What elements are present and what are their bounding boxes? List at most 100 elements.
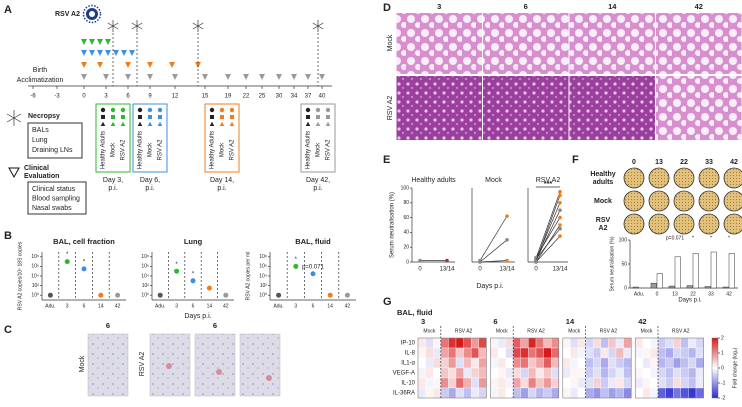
heatmap-cell: [577, 347, 586, 359]
data-point: [558, 226, 562, 231]
heatmap-cell: [505, 357, 514, 369]
heatmap-cell: [528, 387, 537, 399]
heatmap-cell: [528, 337, 537, 349]
heatmap-cell: [455, 347, 464, 359]
heatmap-cell: [665, 337, 674, 349]
group-header: 14: [566, 317, 575, 326]
animal-symbol: [209, 121, 215, 126]
heatmap-cell: [520, 367, 529, 379]
histology-rsv: [483, 76, 569, 140]
y-tick-label: 10⁶: [31, 264, 39, 270]
heatmap-cell: [478, 377, 487, 389]
plate-well: [698, 190, 720, 212]
heatmap-cell: [650, 337, 659, 349]
heatmap-cell: [593, 377, 601, 389]
heatmap-cell: [600, 367, 609, 379]
y-tick-label: 100: [401, 185, 410, 191]
heatmap-cell: [680, 367, 689, 379]
asterisk-symbol: [192, 22, 204, 30]
timepoint-caption: Day 14,: [210, 177, 234, 184]
heatmap-cell: [478, 337, 487, 349]
schedule-marker: [259, 74, 265, 80]
subject-line: [535, 191, 561, 259]
heatmap-cell: [562, 337, 571, 349]
schedule-marker: [319, 74, 325, 80]
bar: [710, 251, 717, 289]
necropsy-box: [27, 122, 83, 159]
schedule-marker: [125, 62, 131, 68]
plate-well: [723, 190, 742, 212]
animal-symbol: [316, 115, 320, 119]
heatmap-cell: [543, 377, 552, 389]
heatmap-cell: [608, 367, 617, 379]
schedule-marker: [147, 74, 153, 80]
heatmap-cell: [695, 377, 704, 389]
asterisk-symbol: [107, 22, 119, 30]
colorbar-tick-label: 1: [721, 350, 724, 356]
data-point: [478, 260, 482, 264]
heatmap-cell: [688, 387, 697, 399]
row-label: IL-8: [405, 351, 416, 357]
group-label: RSV A2: [121, 139, 127, 161]
heatmap-cell: [657, 347, 666, 359]
colorbar-title: Fold change (log₂): [732, 347, 738, 388]
plate-well: [623, 213, 645, 235]
x-axis-label: Days p.i.: [476, 283, 503, 290]
heatmap-cell: [425, 347, 434, 359]
data-point: [98, 292, 104, 298]
x-tick-label: 13/14: [552, 267, 568, 273]
x-tick-label: 3: [175, 303, 178, 309]
column-header: 14: [608, 2, 617, 11]
heatmap-cell: [513, 367, 521, 379]
panel-label: A: [4, 4, 12, 16]
data-point: [157, 292, 163, 298]
animal-symbol: [120, 107, 126, 113]
y-tick-label: 50: [621, 261, 627, 267]
heatmap-cell: [673, 337, 681, 349]
heatmap-cell: [417, 387, 426, 399]
heatmap-cell: [600, 357, 609, 369]
heatmap-cell: [695, 347, 704, 359]
heatmap-cell: [642, 377, 651, 389]
group-box: [204, 103, 240, 173]
heatmap-cell: [551, 347, 559, 359]
annotation: *: [295, 257, 298, 263]
data-point: [47, 292, 53, 298]
heatmap-cell: [673, 367, 681, 379]
heatmap-cell: [543, 357, 552, 369]
heatmap-cell: [680, 377, 689, 389]
data-point: [558, 234, 562, 238]
group-label: Healthy Adults: [210, 131, 216, 169]
heatmap-cell: [448, 347, 457, 359]
animal-symbol: [120, 121, 126, 126]
heatmap-cell: [528, 357, 537, 369]
timeline-label: 0: [82, 94, 86, 100]
heatmap-cell: [425, 367, 434, 379]
heatmap-cell: [463, 387, 472, 399]
clinical-title: Clinical: [24, 165, 49, 172]
animal-symbol: [138, 115, 142, 119]
animal-symbol: [230, 115, 234, 119]
animal-symbol: [148, 115, 152, 119]
heatmap-cell: [593, 357, 601, 369]
heatmap-cell: [593, 387, 601, 399]
heatmap-cell: [433, 357, 441, 369]
schedule-marker: [113, 50, 119, 56]
plate-well: [673, 167, 695, 189]
stain-spot: [266, 375, 272, 381]
data-point: [293, 263, 299, 269]
heatmap-cell: [478, 347, 487, 359]
heatmap-cell: [615, 337, 624, 349]
heatmap-cell: [673, 347, 681, 359]
x-tick-label: 6: [83, 303, 86, 309]
clinical-item: Clinical status: [32, 186, 76, 193]
group-header: 3: [421, 317, 425, 326]
animal-symbol: [315, 107, 321, 113]
heatmap-cell: [665, 357, 674, 369]
heatmap-cell: [520, 347, 529, 359]
heatmap-cell: [440, 377, 449, 389]
necropsy-item: BALs: [32, 127, 49, 134]
schedule-marker: [89, 50, 95, 56]
heatmap-cell: [562, 367, 571, 379]
heatmap-cell: [635, 357, 643, 369]
